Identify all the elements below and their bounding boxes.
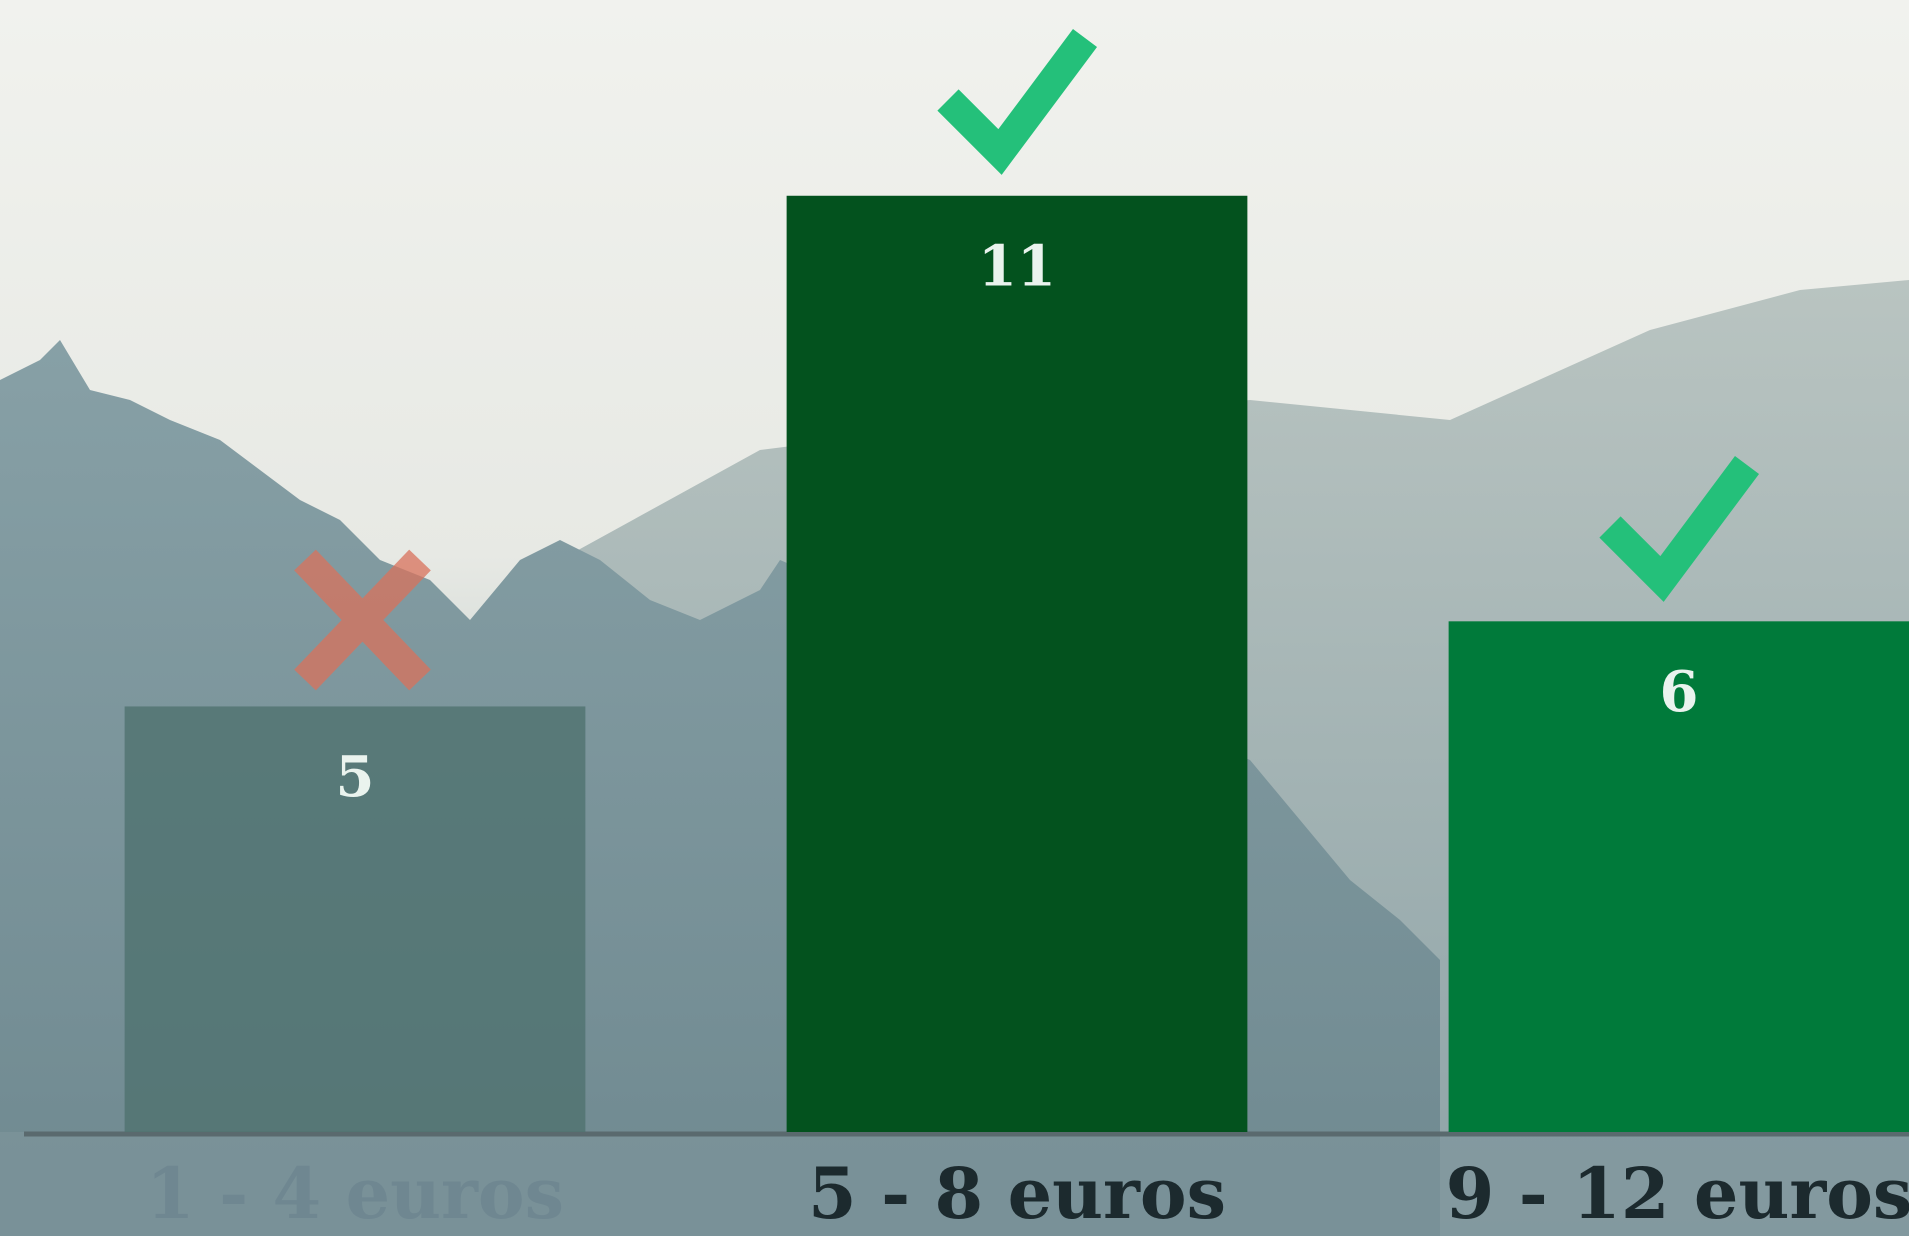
value-label: 6 <box>1660 659 1699 725</box>
value-label: 11 <box>978 233 1056 299</box>
page: 51 - 4 euros115 - 8 euros69 - 12 euros (… <box>0 0 1909 1236</box>
x-tick-label: 5 - 8 euros <box>808 1152 1226 1235</box>
x-tick-label: 1 - 4 euros <box>146 1152 564 1235</box>
x-tick-label: 9 - 12 euros <box>1446 1152 1909 1235</box>
value-label: 5 <box>336 744 375 810</box>
chart: 5 1 - 4 euros 11 5 - 8 euros 6 9 - 12 euros <box>0 0 1909 1236</box>
bar <box>787 196 1248 1132</box>
